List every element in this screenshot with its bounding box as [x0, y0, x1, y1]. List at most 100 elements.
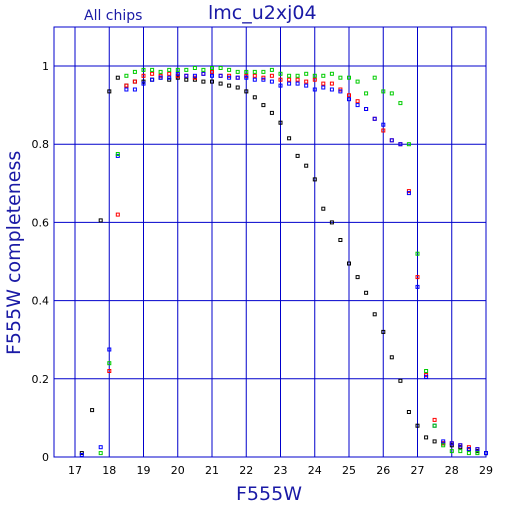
data-point: [432, 439, 437, 444]
data-point: [347, 93, 351, 98]
data-point: [141, 73, 146, 78]
data-point: [304, 71, 309, 76]
data-point: [79, 453, 84, 457]
data-point: [449, 449, 454, 454]
data-point: [201, 67, 206, 72]
data-point: [167, 67, 172, 72]
data-point: [329, 71, 334, 76]
data-point: [441, 439, 446, 444]
data-point: [261, 103, 266, 108]
x-tick-label: 25: [342, 464, 356, 477]
data-point: [287, 81, 292, 86]
data-point: [398, 378, 403, 383]
data-point: [269, 79, 274, 84]
data-point: [244, 75, 249, 80]
data-point: [321, 73, 326, 78]
x-tick-label: 19: [137, 464, 151, 477]
data-point: [210, 73, 214, 78]
plot-frame: [53, 26, 487, 458]
data-point: [235, 85, 240, 90]
data-point: [432, 423, 437, 428]
data-point: [252, 95, 257, 100]
data-point: [484, 451, 488, 456]
data-point: [287, 136, 292, 141]
data-point: [355, 79, 360, 84]
data-point: [321, 206, 326, 211]
data-point: [398, 142, 403, 147]
data-point: [312, 177, 317, 182]
x-tick-label: 28: [445, 464, 459, 477]
data-point: [398, 101, 403, 106]
data-point: [192, 66, 197, 70]
data-point: [441, 443, 446, 448]
data-point: [321, 85, 326, 90]
data-point: [210, 66, 214, 70]
data-point: [115, 212, 120, 217]
data-point: [458, 443, 463, 448]
x-tick-label: 21: [205, 464, 219, 477]
data-point: [424, 435, 429, 440]
y-tick-label: 0.8: [32, 138, 50, 151]
data-point: [278, 71, 283, 76]
data-point: [287, 77, 292, 82]
data-point: [158, 75, 163, 80]
data-point: [312, 77, 317, 82]
data-point: [347, 75, 351, 80]
data-point: [150, 67, 155, 72]
data-point: [338, 75, 343, 80]
data-point: [115, 152, 120, 156]
grid-lines: [54, 27, 486, 457]
x-tick-label: 24: [308, 464, 322, 477]
x-tick-label: 17: [68, 464, 82, 477]
data-point: [235, 75, 240, 80]
data-point: [201, 79, 206, 84]
data-point: [304, 79, 309, 84]
y-tick-labels: 0 0.2 0.4 0.6 0.8 1: [32, 60, 50, 464]
data-point: [175, 71, 180, 76]
data-point: [381, 128, 386, 133]
data-point: [132, 69, 137, 74]
data-point: [458, 449, 463, 454]
data-point: [252, 73, 257, 78]
data-point: [295, 153, 300, 158]
data-point: [158, 69, 163, 74]
data-point: [415, 284, 420, 289]
data-point: [184, 77, 189, 82]
x-tick-label: 20: [171, 464, 185, 477]
series-0: [79, 75, 488, 456]
data-point: [227, 67, 232, 72]
data-point: [201, 71, 206, 76]
x-tick-label: 26: [376, 464, 390, 477]
data-point: [466, 451, 471, 456]
data-point: [355, 275, 360, 280]
data-point: [389, 91, 394, 96]
data-point: [141, 67, 146, 72]
data-point: [329, 87, 334, 92]
data-point: [252, 77, 257, 82]
data-point: [261, 77, 266, 82]
y-tick-label: 1: [42, 60, 49, 73]
data-point: [329, 220, 334, 225]
y-tick-label: 0.2: [32, 373, 50, 386]
data-point: [432, 417, 437, 422]
data-point: [150, 71, 155, 76]
data-point: [372, 116, 377, 121]
data-point: [347, 97, 351, 102]
data-point: [107, 361, 112, 366]
x-tick-labels: 17 18 19 20 21 22 23 24 25 26 27 28 29: [68, 464, 493, 477]
data-point: [295, 77, 300, 82]
data-point: [269, 67, 274, 72]
data-point: [98, 445, 103, 450]
y-tick-label: 0: [42, 451, 49, 464]
data-point: [132, 87, 137, 92]
data-point: [167, 71, 172, 76]
chart-title: lmc_u2xj04: [208, 2, 317, 24]
x-tick-label: 22: [239, 464, 253, 477]
data-point: [389, 138, 394, 143]
data-point: [381, 329, 386, 334]
data-point: [364, 290, 369, 295]
data-point: [381, 122, 386, 127]
data-point: [355, 103, 360, 108]
data-point: [364, 91, 369, 96]
